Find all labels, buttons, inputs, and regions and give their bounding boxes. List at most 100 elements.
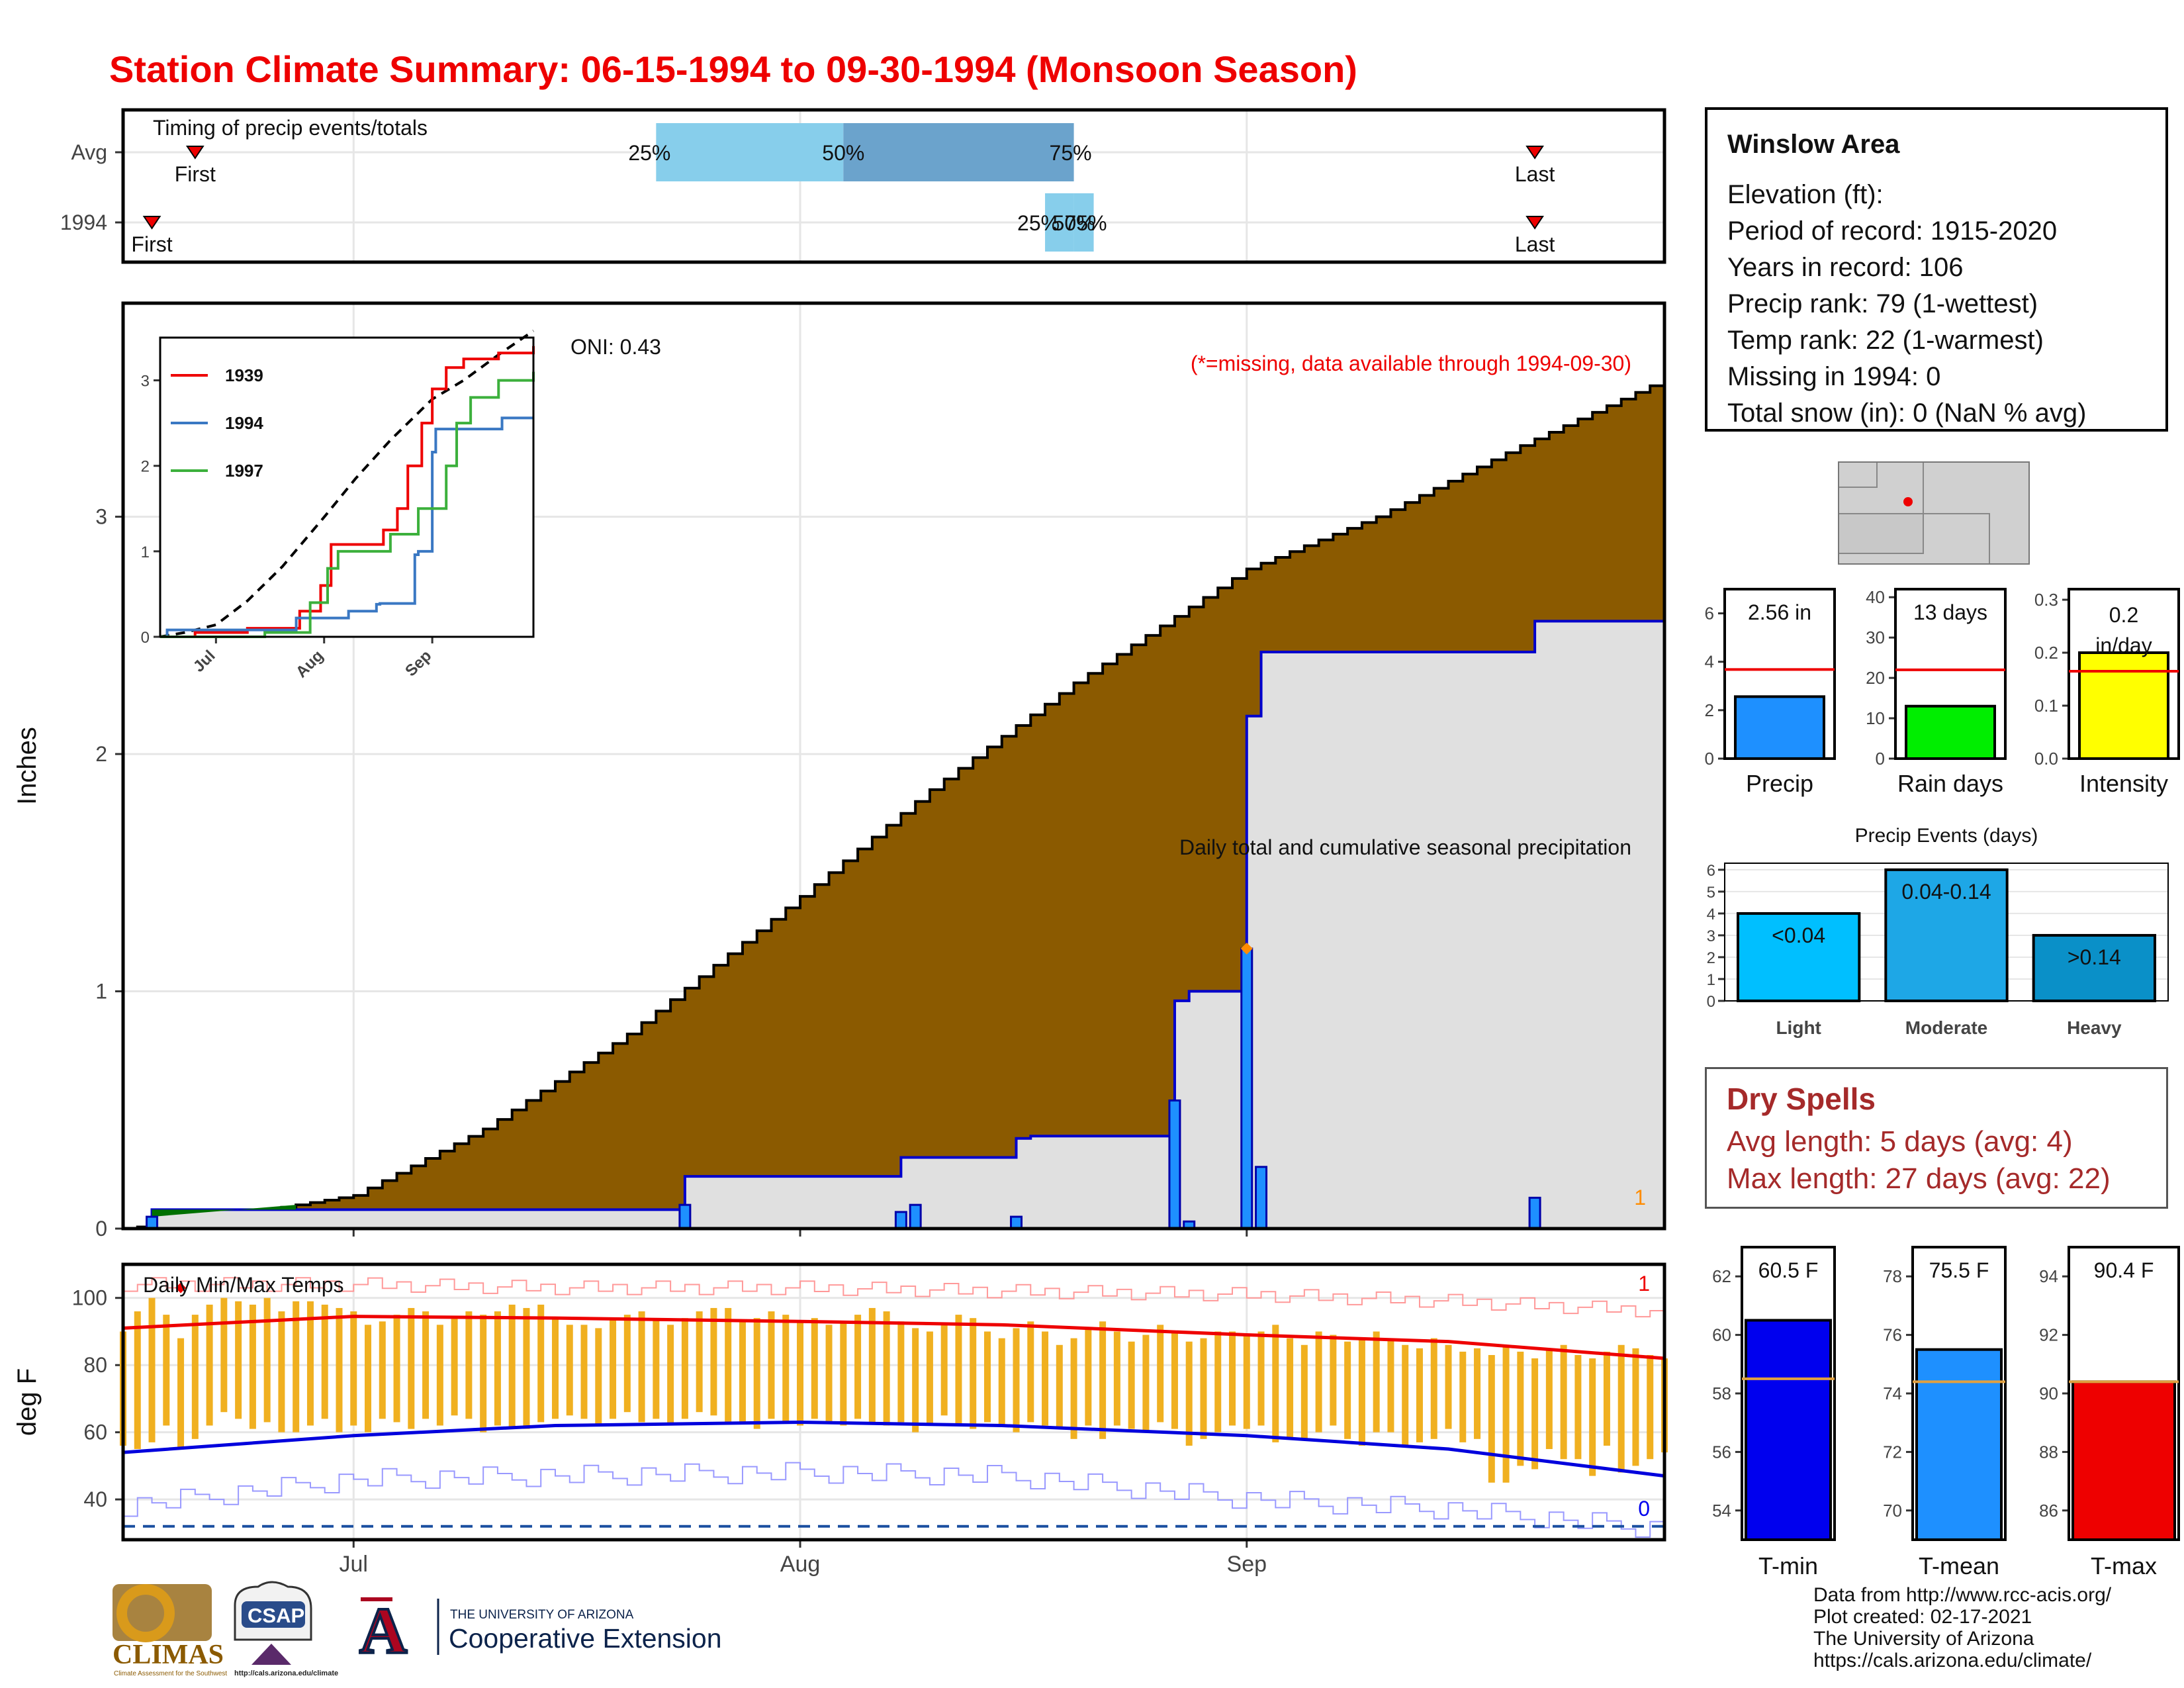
timing-1994-p75-label: 75% [1065, 211, 1107, 235]
temp-record-marker [175, 1282, 187, 1293]
station-precip-rank: Precip rank: 79 (1-wettest) [1727, 289, 2038, 318]
temp-range-bar [883, 1311, 890, 1426]
temp-frame [121, 1262, 1666, 1542]
events-bar-moderate [1884, 868, 2009, 1003]
credit-university: The University of Arizona [1813, 1628, 2034, 1650]
temp-range-bar [1128, 1341, 1135, 1429]
temp-bar-y-tick-label: 72 [1883, 1442, 1902, 1462]
events-bar-label-light: <0.04 [1772, 923, 1825, 947]
temp-range-bar [1358, 1338, 1365, 1446]
temp-range-bar [739, 1321, 746, 1423]
temp-y-axis-label: deg F [13, 1368, 42, 1436]
timing-avg-25-50-bar [656, 123, 844, 181]
timing-avg-50-75-bar [843, 123, 1074, 181]
map-state-border-2 [1839, 462, 1878, 488]
temp-bar-category-label: T-mean [1919, 1552, 1999, 1579]
inset-legend-label-1994: 1994 [225, 413, 263, 433]
temp-range-bar [1647, 1354, 1654, 1460]
inset-plot-area [160, 338, 533, 637]
events-frame [1724, 863, 2169, 1002]
season-bar-y-tick-label: 2 [1705, 700, 1714, 720]
temp-range-bar [1373, 1331, 1380, 1432]
temp-range-bar [1603, 1351, 1610, 1446]
temp-range-bar [1632, 1348, 1639, 1466]
temp-range-bar [1617, 1344, 1625, 1473]
timing-avg-first-label: First [175, 162, 216, 186]
season-bar-y-tick-label: 6 [1705, 604, 1714, 624]
page-title: Station Climate Summary: 06-15-1994 to 0… [109, 48, 1357, 90]
temp-high-record-count: 1 [1638, 1272, 1650, 1295]
temp-range-bar [638, 1311, 645, 1423]
temp-range-bar [566, 1325, 573, 1416]
temp-range-bar [1531, 1358, 1539, 1470]
temp-bar-y-tick-label: 92 [2039, 1325, 2058, 1345]
temp-range-bar [1560, 1344, 1567, 1460]
temp-range-bar [681, 1318, 688, 1419]
timing-avg-p75-label: 75% [1050, 141, 1092, 165]
precip-y-tick-label: 1 [95, 980, 107, 1004]
temp-range-bar [436, 1325, 443, 1426]
precip-frame [121, 301, 1666, 1231]
station-info-panel: Winslow Area Elevation (ft): Period of r… [1705, 107, 2168, 432]
climas-logo-text: CLIMAS [113, 1640, 224, 1670]
daily-precip-bar [1168, 1099, 1181, 1230]
season-bar-y-tick-label: 0.0 [2034, 749, 2058, 769]
temp-range-bar [422, 1311, 430, 1419]
inset-series-1939 [160, 346, 535, 638]
temp-range-bar [1042, 1331, 1049, 1426]
daily-record-marker [1240, 943, 1253, 955]
timing-1994-first-marker [142, 216, 161, 230]
events-y-tick-label: 0 [1707, 993, 1715, 1011]
temp-range-bar [206, 1304, 213, 1426]
events-y-tick-label: 3 [1707, 927, 1715, 945]
daily-precip-bar [678, 1203, 692, 1230]
precip-y-tick-label: 3 [95, 505, 107, 529]
temp-range-bar [1330, 1335, 1337, 1426]
temp-range-bar [1157, 1325, 1164, 1423]
temp-bar-y-tick-label: 88 [2039, 1442, 2058, 1462]
daily-precip-bar [1255, 1166, 1268, 1230]
temp-range-bar [725, 1307, 732, 1423]
temp-bar-t-min [1745, 1319, 1832, 1541]
climas-logo: CLIMAS Climate Assessment for the Southw… [113, 1584, 227, 1677]
temp-range-bar [508, 1304, 516, 1429]
temp-range-bar [408, 1307, 415, 1429]
temp-range-bar [912, 1328, 919, 1432]
precip-y-axis-label: Inches [13, 727, 42, 805]
temp-range-bar [1214, 1331, 1222, 1432]
credit-data-source: Data from http://www.rcc-acis.org/ [1813, 1584, 2112, 1606]
temp-range-bar [753, 1318, 760, 1429]
temp-range-bar [1430, 1338, 1437, 1439]
temp-range-bar [191, 1315, 199, 1439]
inset-legend-label-1939: 1939 [225, 365, 263, 385]
temp-range-bar [1402, 1344, 1409, 1446]
ua-logo-big-text: Cooperative Extension [449, 1623, 722, 1654]
temp-range-bar [840, 1321, 847, 1426]
temp-bar-value-label: 60.5 F [1758, 1258, 1819, 1282]
daily-precip-bar [1010, 1215, 1023, 1230]
temp-bar-category-label: T-min [1758, 1552, 1818, 1579]
temp-bar-y-tick-label: 74 [1883, 1383, 1902, 1403]
events-y-tick-label: 2 [1707, 949, 1715, 967]
temp-range-bar [263, 1297, 271, 1423]
temp-range-bar [494, 1311, 501, 1426]
season-bar-value-label: 2.56 in [1748, 600, 1811, 624]
inset-y-tick-label: 2 [141, 458, 150, 476]
temp-range-bar [148, 1297, 156, 1442]
timing-1994-p50-label: 50% [1053, 211, 1095, 235]
daily-precip-bar [1528, 1196, 1541, 1230]
temp-bar-y-tick-label: 54 [1712, 1501, 1731, 1521]
season-bar-value-label: 13 days [1913, 600, 1987, 624]
temp-range-bar [321, 1304, 328, 1419]
above-average-sliver [152, 1205, 296, 1217]
station-years: Years in record: 106 [1727, 253, 1964, 282]
temp-range-bar [710, 1307, 717, 1416]
inset-frame [159, 336, 535, 638]
dry-spells-max: Max length: 27 days (avg: 22) [1727, 1162, 2111, 1195]
season-bar-y-tick-label: 30 [1866, 628, 1885, 647]
temp-range-bar [1445, 1344, 1452, 1429]
temp-range-bar [1085, 1328, 1092, 1426]
inset-y-tick-label: 1 [141, 543, 150, 561]
temp-range-bar [653, 1318, 660, 1419]
oni-label: ONI: 0.43 [570, 335, 661, 359]
